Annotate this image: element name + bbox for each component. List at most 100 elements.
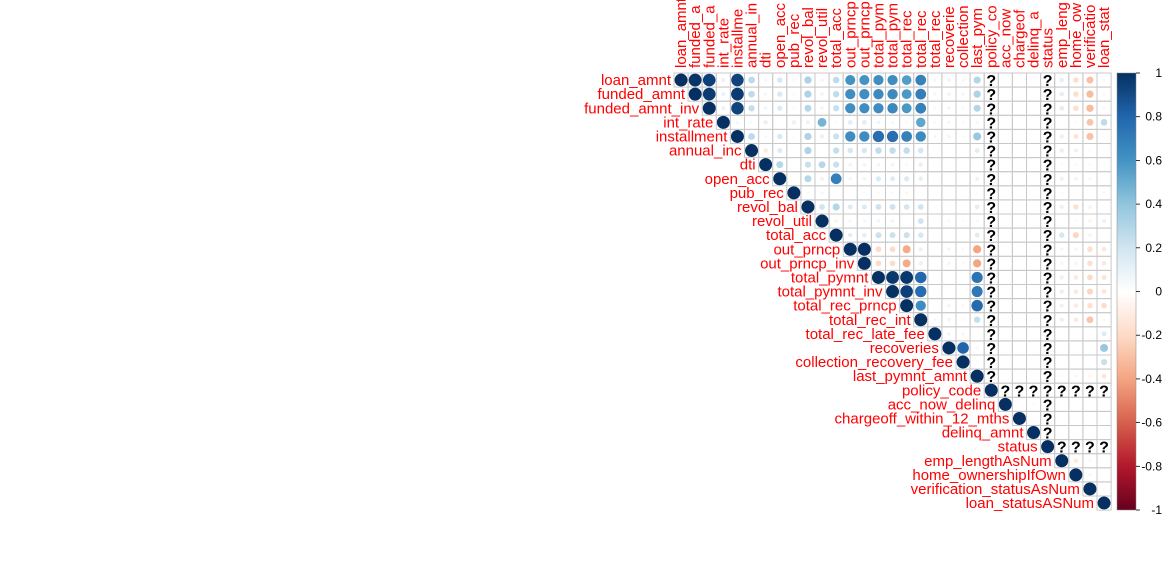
correlation-circle (974, 148, 980, 153)
correlation-circle (1061, 333, 1063, 335)
na-mark: ? (1043, 172, 1053, 189)
correlation-circle (849, 191, 852, 194)
correlation-circle (1073, 91, 1079, 97)
correlation-circle (1073, 105, 1079, 111)
correlation-circle (915, 131, 926, 142)
column-label: emp_leng (1054, 2, 1071, 68)
correlation-circle (748, 133, 755, 140)
correlation-circle (984, 383, 998, 397)
correlation-circle (1074, 219, 1078, 223)
correlation-circle (901, 131, 913, 142)
na-mark: ? (1043, 101, 1053, 118)
na-mark: ? (986, 186, 996, 203)
correlation-circle (890, 162, 895, 167)
correlation-circle (875, 176, 882, 182)
correlation-circle (833, 133, 840, 140)
correlation-circle (845, 131, 856, 142)
correlation-circle (962, 177, 964, 180)
correlation-circle (889, 203, 896, 210)
colorbar-tick-label: -0.6 (1141, 416, 1162, 430)
row-label: total_pymnt_inv (777, 284, 883, 301)
column-label: installme (729, 9, 746, 68)
correlation-circle (861, 147, 868, 154)
correlation-circle (1059, 204, 1064, 209)
correlation-circle (961, 219, 965, 223)
column-label: total_acc (828, 7, 845, 68)
correlation-circle (901, 89, 912, 100)
na-mark: ? (1043, 270, 1053, 287)
column-label: chargeof (1011, 9, 1028, 68)
correlation-circle (830, 173, 842, 185)
grid-cell (1054, 410, 1070, 426)
correlation-circle (777, 133, 783, 140)
correlation-circle (777, 91, 783, 97)
correlation-circle (961, 78, 965, 82)
column-label: total_rec (913, 10, 930, 68)
correlation-circle (1102, 191, 1106, 195)
correlation-circle (1072, 232, 1079, 239)
row-label: out_prncp_inv (760, 255, 855, 272)
grid-cell (1026, 340, 1042, 356)
correlation-circle (1103, 488, 1105, 490)
na-mark: ? (1071, 383, 1081, 400)
correlation-circle (793, 164, 795, 166)
column-label: revol_bal (800, 7, 817, 68)
correlation-circle (1059, 105, 1065, 111)
correlation-circle (1088, 459, 1092, 463)
correlation-circle (933, 78, 937, 82)
column-label: total_rec (927, 10, 944, 68)
column-label: status (1040, 28, 1057, 68)
correlation-circle (1059, 134, 1064, 139)
column-label: home_ow (1068, 3, 1085, 68)
correlation-circle (905, 163, 909, 167)
grid-cell (1026, 185, 1042, 201)
column-label: recoverie (941, 6, 958, 68)
correlation-circle (848, 219, 852, 223)
correlation-circle (1055, 454, 1069, 468)
correlation-circle (764, 92, 768, 96)
column-label: funded_a (687, 5, 704, 68)
na-mark: ? (986, 369, 996, 386)
grid-cell (1026, 143, 1042, 159)
correlation-circle (1089, 361, 1091, 363)
correlation-circle (947, 205, 951, 209)
column-label: collection (955, 5, 972, 68)
correlation-circle (1102, 163, 1106, 166)
grid-cell (997, 86, 1013, 102)
correlation-circle (875, 232, 882, 239)
na-mark: ? (1015, 383, 1025, 400)
correlation-circle (845, 103, 856, 114)
correlation-circle (886, 271, 899, 284)
correlation-circle (1088, 149, 1092, 152)
correlation-circle (933, 219, 936, 223)
row-label: status (998, 439, 1038, 456)
correlation-circle (1075, 192, 1077, 194)
correlation-circle (947, 106, 951, 110)
correlation-circle (889, 232, 896, 239)
correlation-circle (778, 121, 781, 124)
correlation-circle (873, 74, 884, 86)
na-mark: ? (1085, 440, 1095, 457)
na-mark: ? (1029, 383, 1039, 400)
grid-cell (997, 340, 1013, 356)
correlation-circle (847, 204, 853, 210)
correlation-circle (731, 102, 744, 115)
grid-cell (997, 354, 1013, 370)
grid-cell (1054, 425, 1070, 441)
correlation-circle (820, 176, 824, 181)
correlation-circle (961, 92, 965, 96)
grid-cell (1011, 255, 1028, 271)
correlation-circle (900, 299, 914, 313)
correlation-circle (750, 120, 753, 124)
correlation-circle (1059, 275, 1064, 280)
correlation-circle (933, 276, 936, 279)
grid-cell (1011, 269, 1028, 285)
na-mark: ? (1043, 73, 1053, 90)
na-mark: ? (986, 313, 996, 330)
row-label: total_pymnt (791, 269, 869, 286)
correlation-circle (845, 89, 856, 100)
correlation-circle (887, 88, 898, 100)
correlation-circle (1060, 191, 1064, 195)
correlation-circle (859, 75, 870, 86)
